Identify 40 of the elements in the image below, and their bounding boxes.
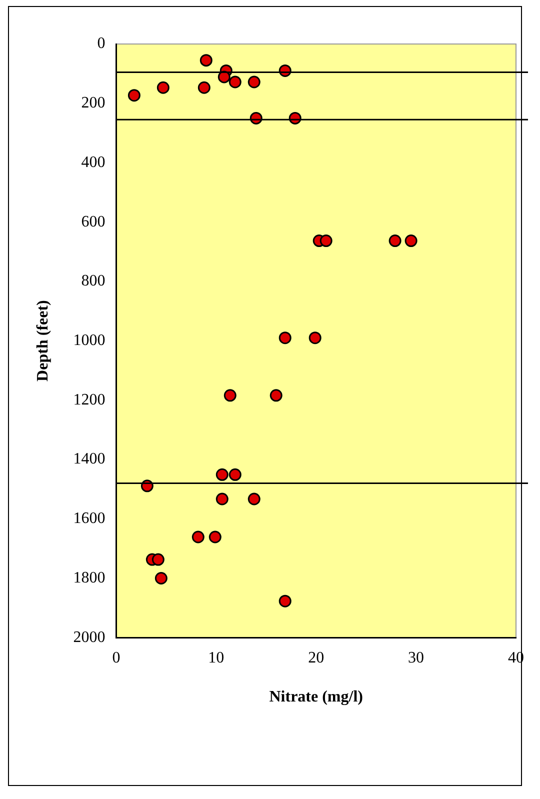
x-tick-label: 10 bbox=[208, 649, 224, 666]
y-tick-label: 400 bbox=[81, 154, 106, 171]
point bbox=[154, 572, 168, 584]
x-tick-label: 0 bbox=[112, 649, 120, 666]
point bbox=[208, 530, 222, 544]
point bbox=[228, 76, 242, 88]
point bbox=[216, 468, 228, 481]
point bbox=[198, 81, 210, 94]
point bbox=[278, 594, 292, 608]
x-axis-title: Nitrate (mg/l) bbox=[269, 688, 363, 706]
point bbox=[192, 530, 204, 544]
point bbox=[308, 332, 322, 344]
y-tick-label: 200 bbox=[81, 94, 106, 112]
y-tick-label: 1400 bbox=[73, 450, 106, 468]
point bbox=[278, 332, 292, 344]
point bbox=[320, 234, 332, 248]
point bbox=[228, 468, 242, 481]
y-tick-label: 600 bbox=[81, 213, 106, 230]
point bbox=[388, 234, 402, 248]
x-tick-label: 20 bbox=[308, 649, 324, 666]
y-tick-label: 0 bbox=[97, 35, 106, 52]
point bbox=[156, 81, 170, 94]
y-tick-label: 1800 bbox=[73, 569, 106, 586]
y-tick-label: 2000 bbox=[73, 628, 106, 646]
y-tick-label: 1000 bbox=[73, 332, 106, 350]
y-tick-label: 1200 bbox=[73, 391, 106, 408]
point bbox=[152, 553, 164, 566]
y-tick-label: 800 bbox=[81, 272, 106, 290]
point bbox=[128, 89, 140, 102]
point bbox=[270, 389, 282, 402]
x-tick-label: 30 bbox=[408, 649, 424, 666]
point bbox=[248, 492, 260, 506]
point bbox=[224, 389, 236, 402]
point bbox=[404, 234, 418, 248]
y-tick-label: 1600 bbox=[73, 510, 106, 528]
point bbox=[218, 70, 230, 84]
point bbox=[248, 76, 260, 88]
point bbox=[200, 54, 212, 67]
y-axis-title: Depth (feet) bbox=[34, 300, 52, 382]
point bbox=[216, 492, 228, 506]
